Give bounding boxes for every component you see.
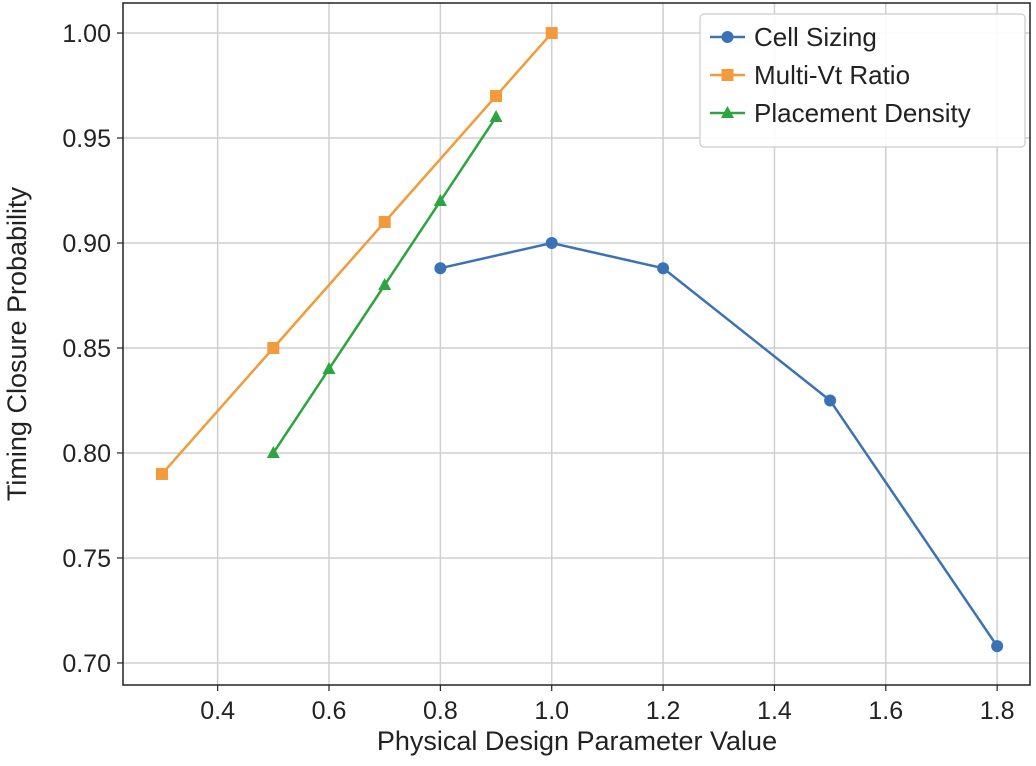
ticks: 0.4 0.6 0.8 1.0 1.2 1.4 1.6 1.8 0.70 0.75 0.80 0.85… — [62, 20, 1014, 725]
x-tick-label: 0.6 — [312, 697, 347, 725]
data-point-cell-sizing — [434, 262, 447, 275]
data-point-multi-vt-ratio — [378, 216, 391, 229]
x-tick-label: 1.6 — [868, 697, 903, 725]
legend-label: Multi-Vt Ratio — [754, 60, 910, 90]
legend-label: Cell Sizing — [754, 22, 877, 52]
legend-item-placement-density: Placement Density — [710, 98, 971, 128]
x-tick-label: 1.4 — [757, 697, 792, 725]
series-line-cell-sizing — [440, 241, 999, 647]
legend: Cell Sizing Multi-Vt Ratio Placement Densi… — [699, 13, 1026, 148]
y-tick-label: 0.70 — [62, 650, 111, 678]
data-point-placement-density — [266, 445, 280, 458]
data-point-multi-vt-ratio — [490, 90, 503, 103]
x-tick-label: 0.4 — [200, 697, 235, 725]
legend-box — [699, 13, 1026, 148]
y-tick-label: 1.00 — [62, 20, 111, 48]
series-placement-density — [266, 110, 503, 458]
series-cell-sizing — [434, 237, 1004, 653]
data-point-placement-density — [433, 194, 447, 207]
x-axis-label: Physical Design Parameter Value — [377, 726, 777, 756]
series-multi-vt-ratio — [155, 27, 558, 480]
legend-marker-triangle-icon — [721, 106, 734, 118]
y-tick-label: 0.90 — [62, 230, 111, 258]
series-group — [155, 27, 1004, 653]
data-point-cell-sizing — [991, 640, 1004, 653]
plot-frame — [122, 2, 1031, 686]
data-point-cell-sizing — [657, 262, 670, 275]
legend-item-multi-vt-ratio: Multi-Vt Ratio — [710, 60, 910, 90]
legend-marker-square-icon — [721, 69, 734, 81]
x-tick-label: 0.8 — [423, 697, 458, 725]
data-point-placement-density — [489, 110, 503, 123]
data-point-multi-vt-ratio — [545, 27, 558, 40]
x-tick-label: 1.8 — [980, 697, 1015, 725]
data-point-multi-vt-ratio — [267, 341, 280, 354]
y-tick-label: 0.95 — [62, 125, 111, 153]
y-tick-label: 0.75 — [62, 545, 111, 573]
legend-label: Placement Density — [754, 98, 971, 128]
data-point-placement-density — [378, 277, 392, 290]
x-tick-label: 1.0 — [534, 697, 569, 725]
y-tick-label: 0.85 — [62, 335, 111, 363]
x-tick-label: 1.2 — [646, 697, 681, 725]
data-point-cell-sizing — [824, 394, 837, 407]
data-point-placement-density — [322, 361, 336, 374]
data-point-cell-sizing — [545, 237, 558, 250]
y-tick-label: 0.80 — [62, 440, 111, 468]
legend-item-cell-sizing: Cell Sizing — [710, 22, 877, 52]
data-point-multi-vt-ratio — [155, 467, 168, 480]
legend-marker-circle-icon — [721, 31, 734, 43]
y-axis-label: Timing Closure Probability — [2, 186, 32, 501]
